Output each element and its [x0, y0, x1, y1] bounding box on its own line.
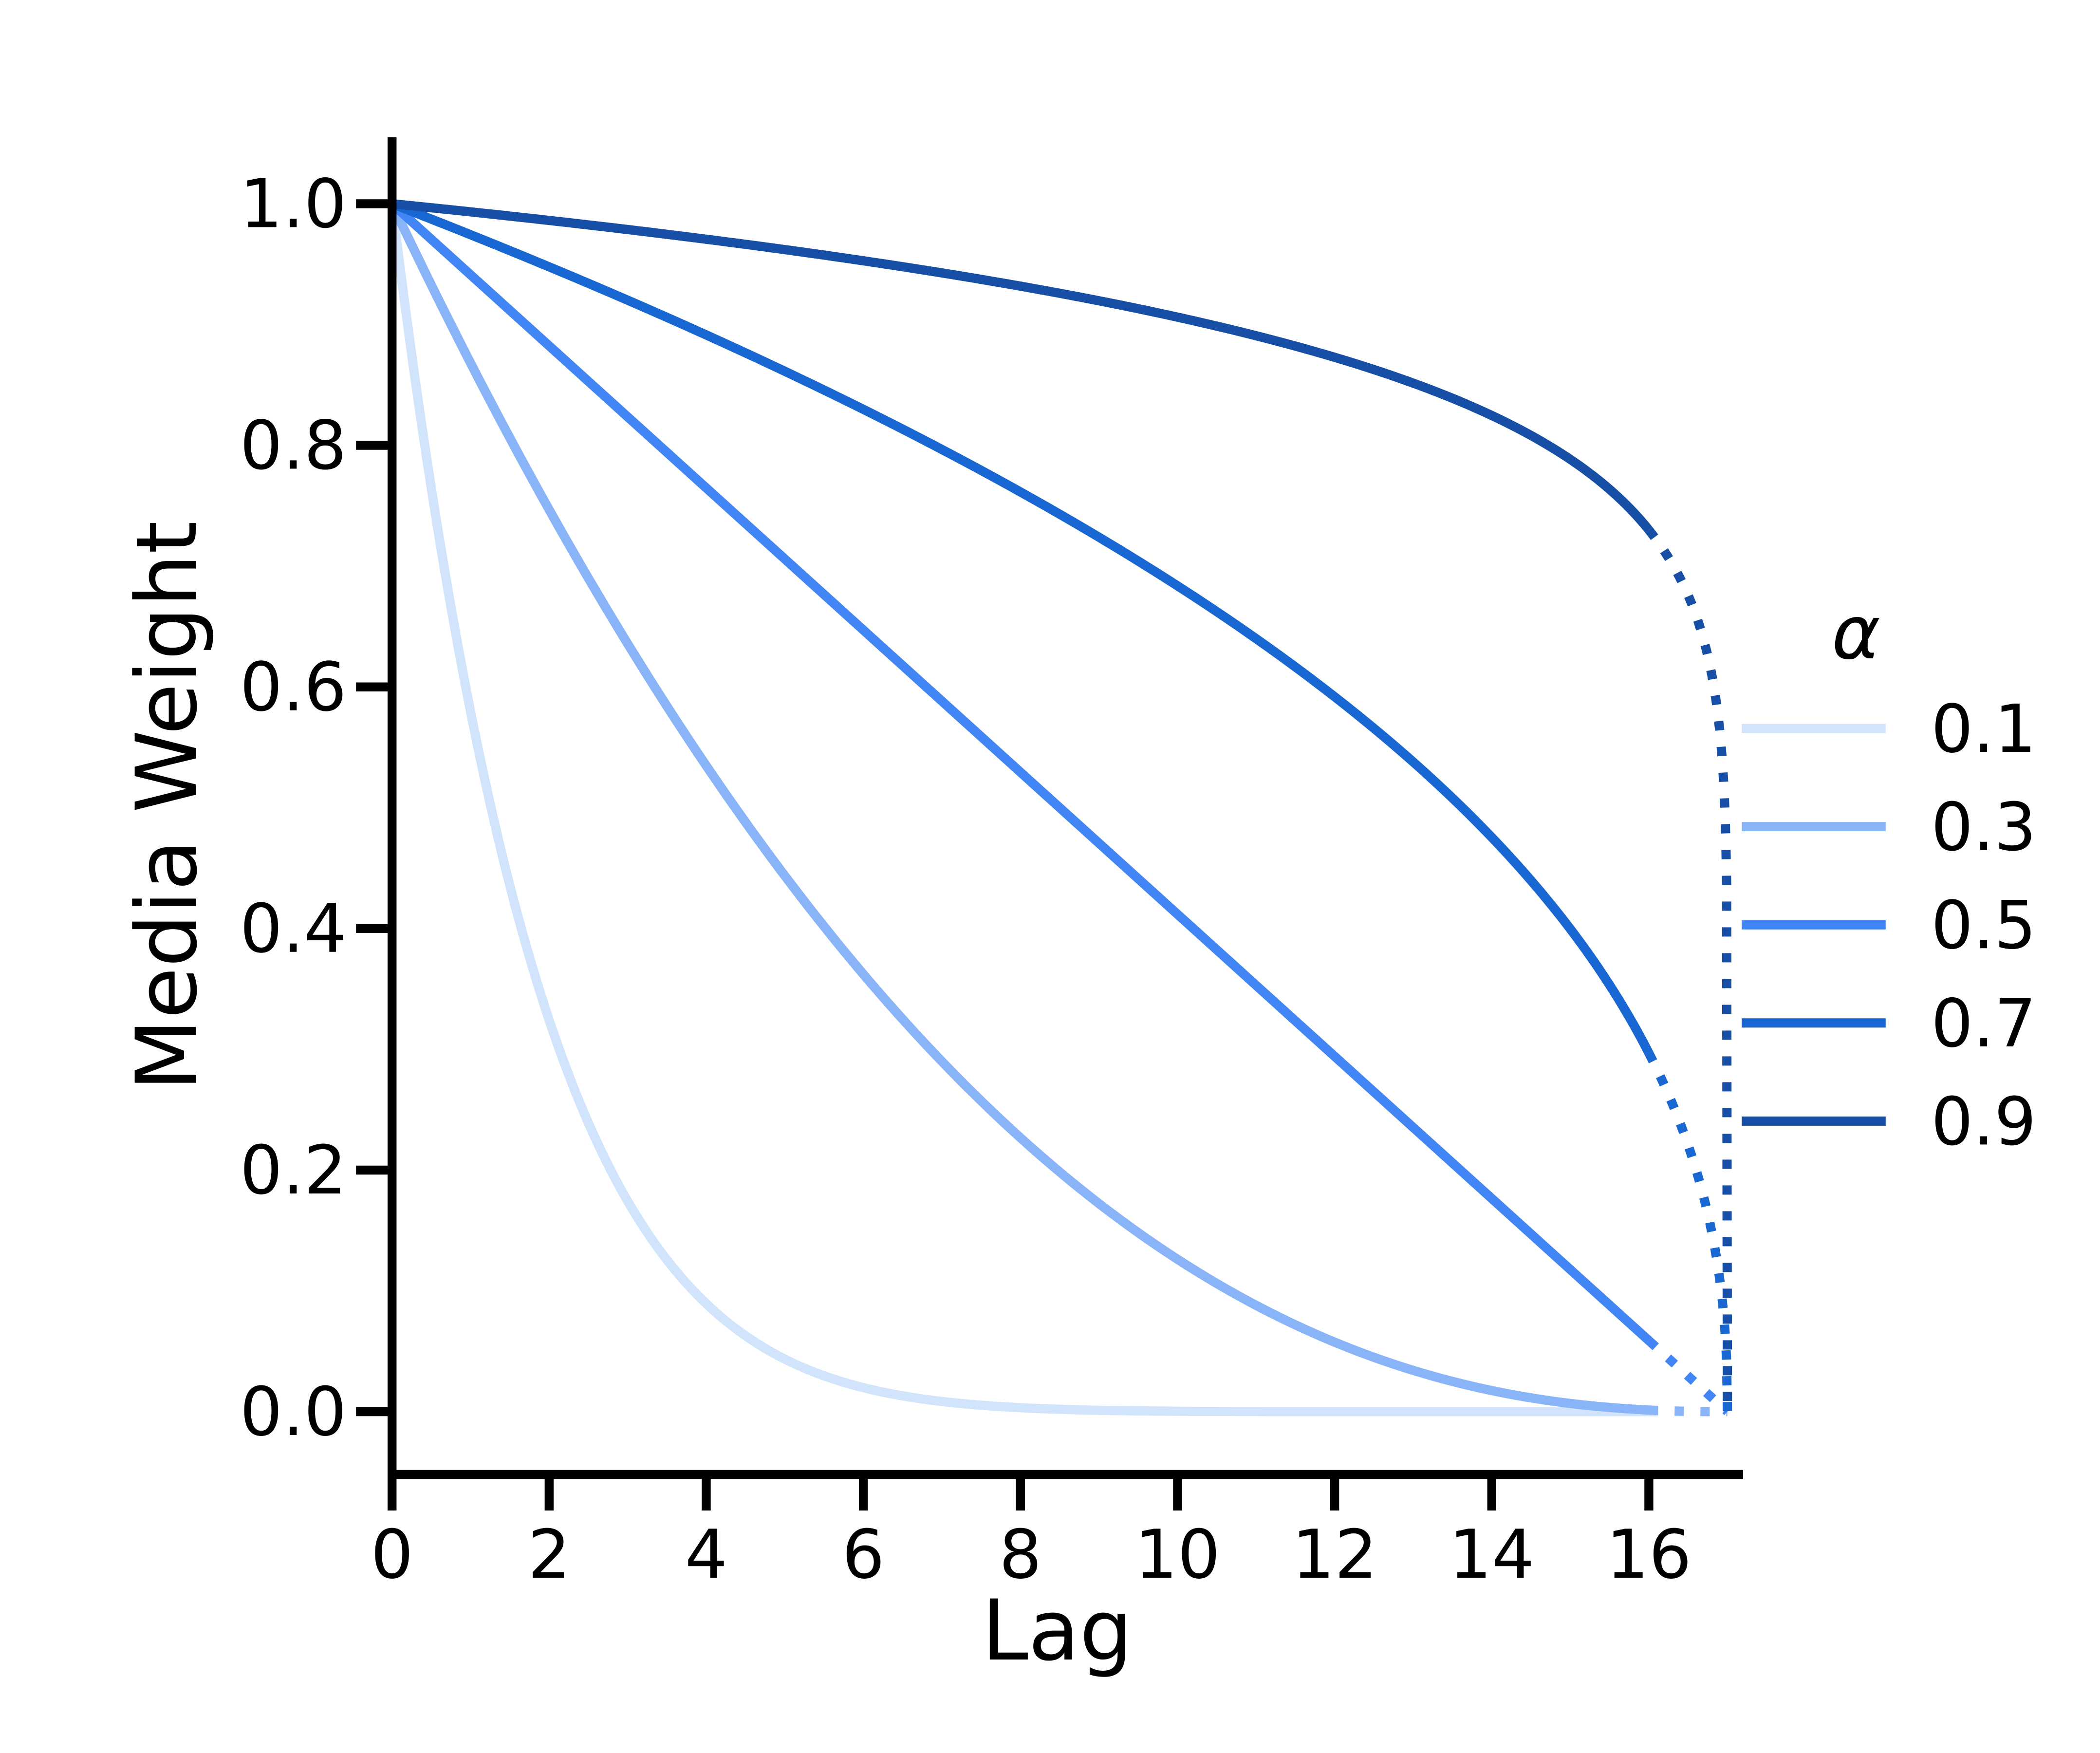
legend-entry-alpha-0.7: 0.7 — [1742, 986, 2036, 1063]
y-axis-label: Media Weight — [118, 521, 216, 1091]
x-tick-label: 8 — [999, 1515, 1042, 1594]
x-tick-label: 12 — [1292, 1515, 1377, 1594]
legend-entries: 0.1 0.3 0.5 0.7 0.9 — [1742, 691, 2036, 1160]
legend-entry-label: 0.7 — [1931, 986, 2036, 1063]
curve-alpha-0.7-dotted — [1644, 1050, 1732, 1412]
curve-alpha-0.9-solid — [391, 199, 1653, 533]
tick-marks — [356, 199, 1654, 1511]
legend-entry-label: 0.3 — [1931, 789, 2036, 866]
x-tick-label: 2 — [528, 1515, 571, 1594]
y-tick-label: 0.4 — [240, 890, 347, 968]
axes-layer: 0 2 4 6 8 10 12 14 16 1.0 0.8 0.6 0.4 0.2 0.0 Lag Medi… — [118, 137, 1743, 1679]
legend-entry-alpha-0.5: 0.5 — [1742, 887, 2036, 964]
y-tick-label: 0.6 — [240, 648, 347, 727]
y-tick-label: 0.8 — [240, 407, 347, 485]
x-tick-label: 6 — [842, 1515, 885, 1594]
legend-entry-label: 0.9 — [1931, 1083, 2036, 1160]
axis-spines — [388, 137, 1743, 1479]
legend-entry-label: 0.1 — [1931, 691, 2036, 768]
y-tick-label: 0.2 — [240, 1131, 347, 1210]
curve-alpha-0.3-dotted — [1645, 1405, 1731, 1417]
y-tick-label: 1.0 — [240, 165, 347, 243]
y-tick-label: 0.0 — [240, 1373, 347, 1451]
x-tick-label: 4 — [685, 1515, 728, 1594]
curve-alpha-0.5-solid — [389, 200, 1652, 1344]
x-tick-label: 14 — [1449, 1515, 1535, 1594]
legend-entry-alpha-0.1: 0.1 — [1742, 691, 2036, 768]
curve-alpha-0.1-solid — [387, 203, 1650, 1417]
x-tick-label: 16 — [1606, 1515, 1692, 1594]
x-tick-label: 10 — [1135, 1515, 1221, 1594]
curves-layer — [387, 199, 1732, 1417]
legend-entry-alpha-0.3: 0.3 — [1742, 789, 2036, 866]
legend-entry-alpha-0.9: 0.9 — [1742, 1083, 2036, 1160]
x-axis-label: Lag — [982, 1582, 1133, 1679]
legend-title: α — [1832, 590, 1880, 676]
x-tick-label: 0 — [371, 1515, 413, 1594]
curve-alpha-0.7-solid — [390, 199, 1653, 1055]
legend: α 0.1 0.3 0.5 0.7 0.9 — [1742, 590, 2036, 1160]
curve-alpha-0.3-solid — [388, 202, 1650, 1415]
tick-labels: 0 2 4 6 8 10 12 14 16 1.0 0.8 0.6 0.4 0.2 0.0 — [240, 165, 1692, 1594]
curve-alpha-0.5-dotted — [1645, 1337, 1731, 1416]
legend-entry-label: 0.5 — [1931, 887, 2036, 964]
